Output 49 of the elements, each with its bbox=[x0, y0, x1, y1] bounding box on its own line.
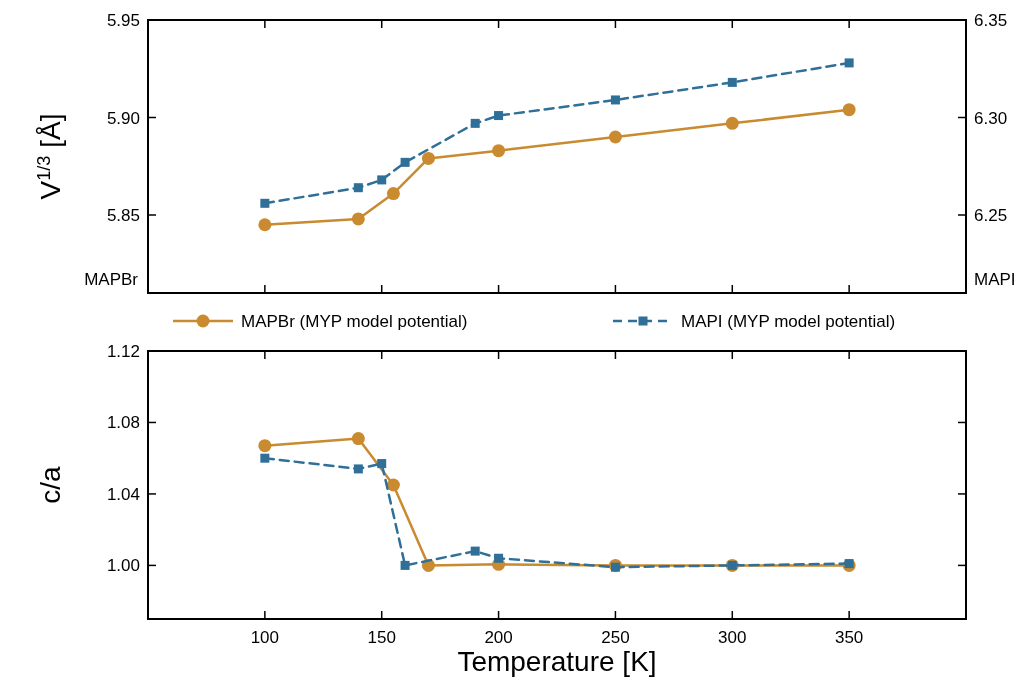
point bbox=[842, 103, 856, 117]
point bbox=[400, 560, 410, 570]
legend-label: MAPI (MYP model potential) bbox=[681, 312, 896, 331]
y-axis-title: c/a bbox=[35, 465, 66, 504]
point bbox=[400, 157, 410, 167]
point bbox=[610, 562, 620, 572]
point bbox=[386, 187, 400, 201]
point bbox=[260, 453, 270, 463]
y-tick-label: 5.90 bbox=[106, 108, 140, 128]
point bbox=[470, 118, 480, 128]
point bbox=[727, 77, 737, 87]
y-tick-label: 1.08 bbox=[106, 413, 140, 433]
point bbox=[351, 432, 365, 446]
y2-tick-label: 6.25 bbox=[974, 206, 1008, 225]
point bbox=[470, 546, 480, 556]
text: MAPI bbox=[974, 270, 1016, 289]
x-tick-label: 250 bbox=[601, 628, 630, 647]
x-tick-label: 350 bbox=[834, 628, 864, 647]
point bbox=[492, 144, 506, 158]
point bbox=[353, 183, 363, 193]
point bbox=[353, 464, 363, 474]
point bbox=[494, 553, 504, 563]
point bbox=[725, 116, 739, 130]
y-tick-label: 1.12 bbox=[106, 342, 140, 361]
x-tick-label: 150 bbox=[367, 628, 396, 647]
y2-tick-label: 6.35 bbox=[974, 11, 1008, 30]
x-tick-label: 100 bbox=[250, 628, 280, 647]
y-tick-label: 5.95 bbox=[106, 11, 140, 30]
x-tick-label: 300 bbox=[718, 628, 747, 647]
point bbox=[258, 439, 272, 453]
x-tick-label: 200 bbox=[484, 628, 513, 647]
x-axis-title: Temperature [K] bbox=[457, 646, 657, 677]
point bbox=[608, 130, 622, 144]
y-tick-label: 5.85 bbox=[106, 206, 140, 225]
y2-tick-label: 6.30 bbox=[974, 108, 1008, 128]
point bbox=[386, 478, 400, 492]
point bbox=[258, 218, 272, 232]
point bbox=[421, 151, 435, 165]
text: MAPBr bbox=[84, 270, 139, 289]
point bbox=[844, 58, 854, 68]
y-tick-label: 1.00 bbox=[106, 556, 140, 576]
point bbox=[377, 459, 387, 469]
point bbox=[494, 111, 504, 121]
point bbox=[260, 198, 270, 208]
point bbox=[351, 212, 365, 226]
point bbox=[377, 175, 387, 185]
y-tick-label: 1.04 bbox=[106, 484, 140, 504]
point bbox=[610, 95, 620, 105]
legend-label: MAPBr (MYP model potential) bbox=[241, 312, 468, 331]
